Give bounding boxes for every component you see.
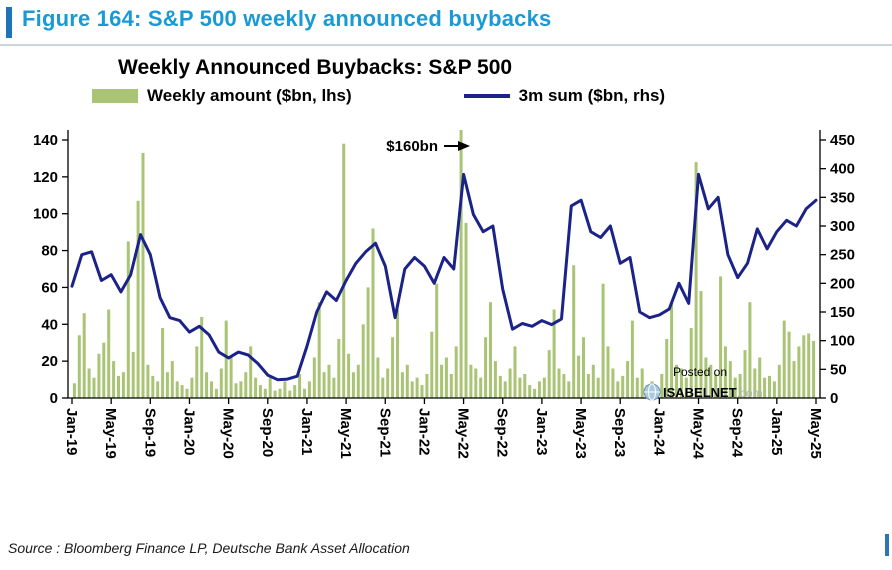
bars-series <box>72 130 816 398</box>
svg-text:Jan-23: Jan-23 <box>533 408 550 456</box>
left-axis: 0 20 40 60 80 100 120 140 <box>33 132 68 407</box>
figure-caption: Figure 164: S&P 500 weekly announced buy… <box>22 6 552 31</box>
svg-text:20: 20 <box>41 353 58 370</box>
svg-text:May-23: May-23 <box>572 408 589 459</box>
svg-text:40: 40 <box>41 316 58 333</box>
svg-text:Sep-20: Sep-20 <box>259 408 276 457</box>
svg-text:May-24: May-24 <box>690 408 707 460</box>
chart-legend: Weekly amount ($bn, lhs) 3m sum ($bn, rh… <box>92 86 665 106</box>
watermark: Posted on ISABELNET.com <box>643 365 763 401</box>
caption-divider <box>0 44 892 46</box>
svg-text:450: 450 <box>830 132 855 149</box>
svg-text:80: 80 <box>41 243 58 260</box>
svg-text:Sep-22: Sep-22 <box>494 408 511 457</box>
svg-text:Jan-21: Jan-21 <box>298 408 315 456</box>
svg-text:May-20: May-20 <box>220 408 237 459</box>
plot-frame <box>67 130 821 399</box>
svg-text:May-19: May-19 <box>102 408 119 459</box>
svg-text:100: 100 <box>33 206 58 223</box>
annotation-160bn: $160bn <box>386 138 470 155</box>
svg-text:150: 150 <box>830 304 855 321</box>
legend-bar-label: Weekly amount ($bn, lhs) <box>147 86 352 105</box>
svg-text:200: 200 <box>830 275 855 292</box>
buybacks-chart: 0 20 40 60 80 100 120 140 0 50 100 150 200 250 300 350 4… <box>33 130 855 460</box>
svg-text:Jan-20: Jan-20 <box>181 408 198 456</box>
svg-text:Sep-24: Sep-24 <box>729 408 746 458</box>
svg-text:50: 50 <box>830 361 847 378</box>
line-series <box>70 172 818 382</box>
chart-title: Weekly Announced Buybacks: S&P 500 <box>118 56 513 79</box>
legend-line-swatch <box>463 94 510 98</box>
svg-text:ISABELNET.com: ISABELNET.com <box>663 385 763 400</box>
svg-text:May-22: May-22 <box>455 408 472 459</box>
svg-text:Sep-21: Sep-21 <box>376 408 393 457</box>
svg-text:Jan-19: Jan-19 <box>63 408 80 456</box>
caption-accent-bar <box>6 7 12 38</box>
svg-text:Jan-24: Jan-24 <box>650 408 667 456</box>
svg-text:140: 140 <box>33 132 58 149</box>
svg-text:100: 100 <box>830 333 855 350</box>
svg-text:0: 0 <box>50 390 58 407</box>
right-axis: 0 50 100 150 200 250 300 350 400 450 <box>820 132 855 407</box>
svg-text:250: 250 <box>830 247 855 264</box>
svg-text:Sep-23: Sep-23 <box>611 408 628 457</box>
source-note: Source : Bloomberg Finance LP, Deutsche … <box>8 540 410 556</box>
svg-text:May-21: May-21 <box>337 408 354 459</box>
svg-text:120: 120 <box>33 169 58 186</box>
legend-item-weekly-amount: Weekly amount ($bn, lhs) <box>92 86 352 106</box>
svg-text:May-25: May-25 <box>807 408 824 459</box>
svg-text:Posted on: Posted on <box>673 365 727 379</box>
x-axis: Jan-19 May-19 Sep-19 Jan-20 May-20 Sep-20 Jan-… <box>63 398 824 460</box>
svg-text:350: 350 <box>830 189 855 206</box>
legend-bar-swatch <box>92 89 138 103</box>
svg-text:400: 400 <box>830 161 855 178</box>
svg-text:Jan-22: Jan-22 <box>415 408 432 456</box>
legend-item-3m-sum: 3m sum ($bn, rhs) <box>463 86 666 106</box>
legend-line-label: 3m sum ($bn, rhs) <box>518 86 666 105</box>
svg-text:0: 0 <box>830 390 838 407</box>
svg-text:$160bn: $160bn <box>386 138 438 155</box>
svg-text:60: 60 <box>41 279 58 296</box>
svg-text:300: 300 <box>830 218 855 235</box>
source-edge-marker <box>885 534 889 556</box>
svg-text:Jan-25: Jan-25 <box>768 408 785 456</box>
svg-text:Sep-19: Sep-19 <box>141 408 158 457</box>
